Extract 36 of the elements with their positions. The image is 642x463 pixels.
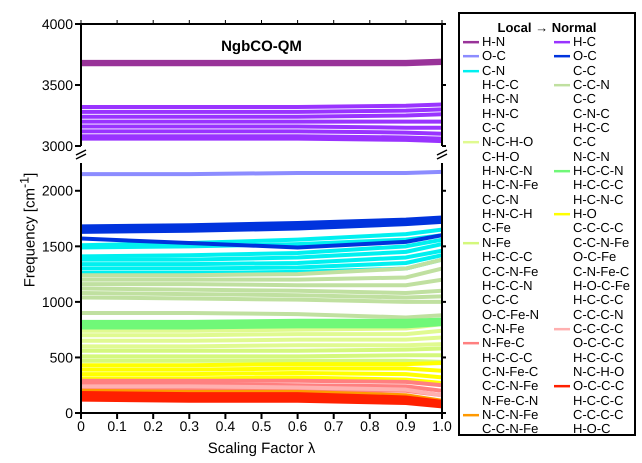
- y-tick-label: 2000: [42, 182, 74, 199]
- legend-label: N-Fe-C H-C-C-C C-N-Fe-C C-C-N-Fe N-Fe-C-N: [482, 335, 538, 408]
- legend-label: N-C-N-Fe C-C-N-Fe: [482, 406, 538, 437]
- x-tick-label: 0.8: [360, 418, 380, 434]
- legend-label: H-N: [482, 34, 506, 50]
- x-tick-label: 0: [77, 418, 86, 434]
- y-tick-label: 1000: [42, 294, 74, 310]
- x-tick-label: 0.5: [252, 418, 272, 434]
- x-tick-label: 0.4: [216, 418, 236, 434]
- legend-label: C-N H-C-C H-C-N H-N-C C-C: [482, 62, 519, 136]
- x-tick-label: 0.2: [143, 418, 164, 434]
- y-tick-label: 3500: [42, 76, 74, 93]
- x-tick-label: 0.3: [180, 418, 200, 434]
- x-tick-label: 0.6: [288, 418, 308, 434]
- x-tick-label: 0.1: [107, 418, 128, 434]
- legend-label: O-C: [482, 48, 506, 64]
- legend-label: O-C-C-C H-C-C-C C-C-C-C H-O-C: [572, 378, 624, 437]
- legend-label: N-C-H-O C-H-O H-N-C-N H-C-N-Fe C-C-N H-N-C-H C-Fe: [482, 134, 538, 236]
- x-axis-title: Scaling Factor λ: [208, 440, 316, 457]
- y-tick-label: 0: [65, 404, 74, 421]
- legend-label: H-C-C-N H-C-C-C H-C-N-C: [572, 163, 624, 208]
- legend-label: N-Fe H-C-C-C C-C-N-Fe H-C-C-N C-C-C O-C-Fe-N C-N-Fe: [482, 234, 540, 336]
- y-tick-label: 3000: [42, 138, 74, 154]
- legend-label: C-C-C-C O-C-C-C H-C-C-C N-C-H-O: [572, 320, 624, 380]
- legend-label: C-C-N C-C C-N-C H-C-C C-C N-C-N: [572, 77, 610, 164]
- legend-label: O-C C-C: [572, 48, 597, 78]
- y-tick-label: 1500: [42, 238, 74, 254]
- x-tick-label: 1.0: [432, 418, 452, 434]
- x-tick-label: 0.7: [324, 418, 344, 434]
- legend-label: H-O C-C-C-C C-C-N-Fe O-C-Fe C-N-Fe-C H-O-C-Fe H-C-C-C C-C-C-N: [572, 206, 630, 322]
- x-tick-label: 0.9: [396, 418, 416, 434]
- y-tick-label: 4000: [42, 16, 74, 32]
- text: NgbCO-QM: [220, 38, 303, 55]
- legend-title: Local → Normal: [496, 20, 598, 35]
- y-tick-label: 500: [50, 349, 74, 366]
- legend-label: H-C: [572, 34, 596, 50]
